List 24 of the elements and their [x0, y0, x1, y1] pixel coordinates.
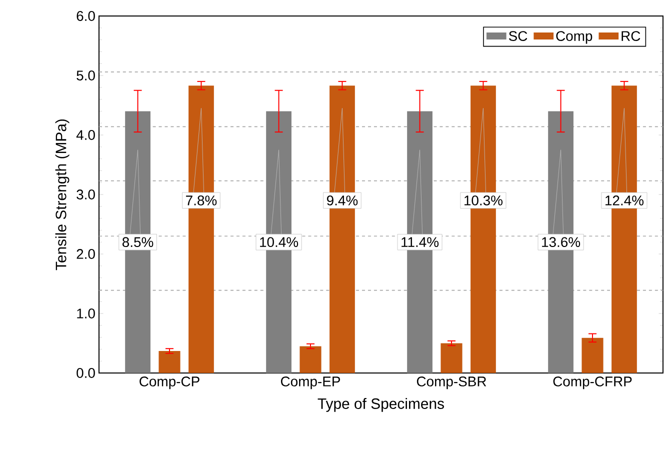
annotation: 12.4%	[606, 196, 644, 206]
legend-label: RC	[622, 31, 640, 41]
annotation: 8.5%	[122, 237, 154, 248]
annotation: 10.3%	[464, 196, 502, 206]
y-tick-label: 5.0	[76, 70, 95, 80]
legend-label: SC	[508, 31, 528, 41]
x-tick-label: Comp-CP	[140, 376, 200, 390]
x-tick-label: Comp-CFRP	[553, 376, 632, 390]
x-tick-label: Comp-SBR	[416, 376, 486, 390]
y-axis-title: Tensile Strength (MPa)	[55, 119, 70, 270]
y-tick-label: 2.0	[76, 249, 95, 259]
annotation: 9.4%	[326, 196, 358, 206]
y-tick-label: 4.0	[76, 130, 95, 140]
annotation: 13.6%	[542, 237, 580, 248]
legend-label: Comp	[556, 31, 592, 44]
x-tick-label: Comp-EP	[280, 376, 340, 390]
y-tick-label: 6.0	[76, 11, 95, 21]
annotation: 7.8%	[186, 196, 217, 206]
y-tick-label: 1.0	[77, 308, 95, 318]
y-tick-label: 0.0	[76, 368, 95, 378]
annotation: 10.4%	[260, 237, 298, 248]
x-axis-title: Type of Specimens	[318, 398, 444, 412]
y-tick-label: 3.0	[76, 190, 95, 200]
annotation: 11.4%	[402, 237, 439, 247]
